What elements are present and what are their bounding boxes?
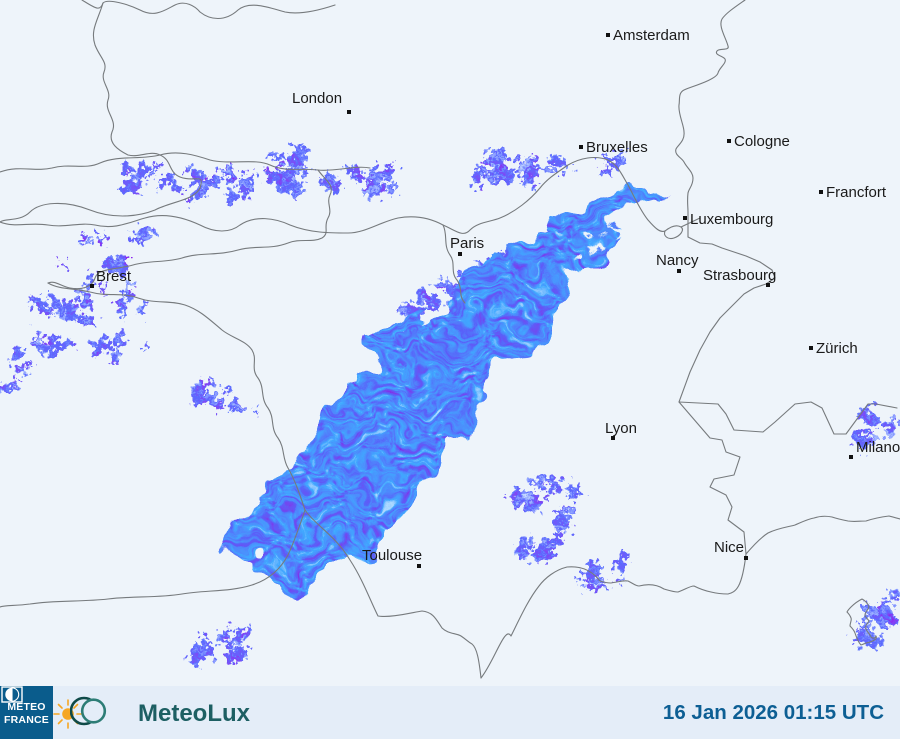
svg-text:Zürich: Zürich	[816, 340, 858, 357]
svg-text:London: London	[292, 90, 342, 107]
svg-text:Nice: Nice	[714, 539, 744, 556]
svg-text:Amsterdam: Amsterdam	[613, 27, 690, 44]
svg-text:Brest: Brest	[96, 268, 132, 285]
svg-text:Nancy: Nancy	[656, 252, 699, 269]
svg-text:Cologne: Cologne	[734, 133, 790, 150]
svg-text:Strasbourg: Strasbourg	[703, 267, 776, 284]
svg-text:Paris: Paris	[450, 235, 484, 252]
svg-text:Lyon: Lyon	[605, 420, 637, 437]
svg-text:Toulouse: Toulouse	[362, 547, 422, 564]
svg-text:Milano: Milano	[856, 439, 900, 456]
svg-text:Luxembourg: Luxembourg	[690, 211, 773, 228]
svg-text:Francfort: Francfort	[826, 184, 887, 201]
svg-text:Bruxelles: Bruxelles	[586, 139, 648, 156]
